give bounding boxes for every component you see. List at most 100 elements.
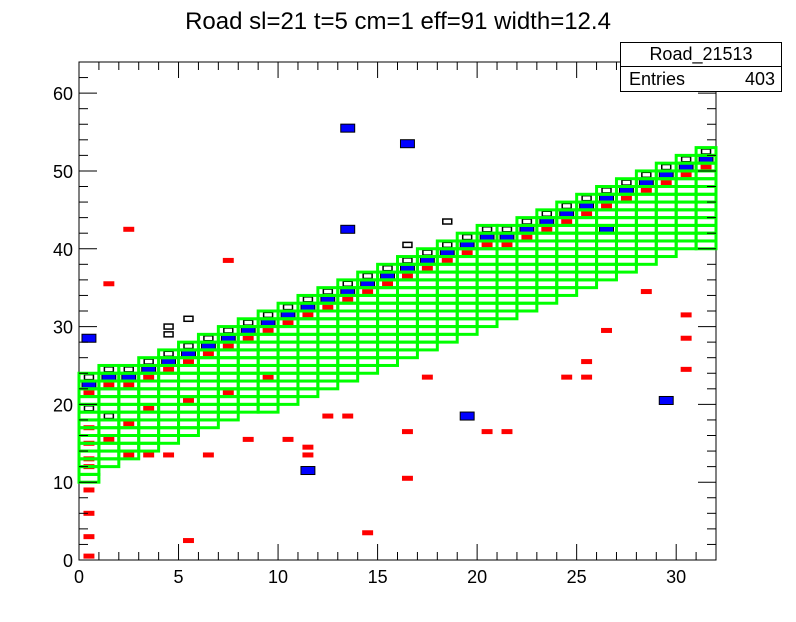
black-hit-mark <box>601 187 612 194</box>
red-hit-mark <box>202 351 214 357</box>
stats-entries-value: 403 <box>744 69 775 89</box>
black-hit-mark <box>203 334 214 342</box>
stats-box: Road_21513 Entries 403 <box>620 42 782 92</box>
x-tick-label: 25 <box>567 567 587 587</box>
black-hit-mark <box>362 272 373 280</box>
red-hit-mark <box>561 219 573 225</box>
blue-hit-mark <box>81 333 97 343</box>
red-hit-mark <box>421 265 433 271</box>
red-hit-mark <box>83 510 95 516</box>
red-hit-mark <box>581 211 593 217</box>
red-hit-mark <box>103 281 115 287</box>
blue-hit-mark <box>399 139 415 149</box>
red-hit-mark <box>601 203 612 209</box>
red-hit-mark <box>143 374 155 380</box>
red-hit-mark <box>680 172 692 178</box>
red-hit-mark <box>123 452 135 458</box>
black-hit-mark <box>103 412 115 420</box>
red-hit-mark <box>83 553 95 559</box>
black-hit-mark <box>83 405 95 412</box>
y-tick-label: 0 <box>63 551 73 571</box>
red-hit-mark <box>282 436 294 442</box>
red-hit-mark <box>202 452 214 458</box>
blue-hit-mark <box>300 466 316 476</box>
red-hit-mark <box>103 436 115 442</box>
red-hit-mark <box>581 359 593 365</box>
black-hit-mark <box>422 249 433 256</box>
black-hit-mark <box>342 280 353 288</box>
chart-title: Road sl=21 t=5 cm=1 eff=91 width=12.4 <box>185 8 611 35</box>
road-cell <box>694 146 718 157</box>
red-hit-mark <box>183 359 194 365</box>
x-tick-label: 0 <box>74 567 84 587</box>
black-hit-mark <box>143 358 154 365</box>
red-hit-mark <box>123 226 135 232</box>
red-hit-mark <box>242 436 254 442</box>
blue-hit-mark <box>340 224 356 234</box>
black-hit-mark <box>481 226 493 233</box>
black-hit-mark <box>322 288 334 295</box>
red-hit-mark <box>680 312 692 318</box>
red-hit-mark <box>601 327 612 333</box>
red-hit-mark <box>680 366 692 372</box>
red-hit-mark <box>362 289 374 295</box>
red-hit-mark <box>222 257 234 263</box>
red-hit-mark <box>680 335 692 341</box>
red-hit-mark <box>421 374 433 380</box>
x-tick-label: 15 <box>368 567 388 587</box>
black-hit-mark <box>501 226 513 233</box>
red-hit-mark <box>123 421 135 427</box>
red-hit-mark <box>163 452 175 458</box>
red-hit-mark <box>401 429 413 435</box>
red-hit-mark <box>143 405 155 411</box>
black-hit-mark <box>262 311 274 319</box>
red-hit-mark <box>302 452 314 458</box>
red-hit-mark <box>143 452 155 458</box>
red-hit-mark <box>501 242 513 248</box>
red-hit-mark <box>501 429 513 435</box>
red-hit-mark <box>620 195 632 201</box>
red-hit-mark <box>103 382 115 388</box>
red-hit-mark <box>640 187 652 193</box>
blue-hit-mark <box>658 395 674 405</box>
red-hit-mark <box>302 444 314 450</box>
black-hit-mark <box>461 233 473 241</box>
red-hit-mark <box>521 234 533 240</box>
black-hit-mark <box>661 163 672 171</box>
red-hit-mark <box>322 413 334 419</box>
blue-hit-mark <box>340 123 356 133</box>
red-hit-mark <box>262 374 274 380</box>
y-tick-label: 60 <box>53 84 73 104</box>
black-hit-mark <box>83 373 95 381</box>
black-hit-mark <box>242 319 254 326</box>
black-hit-mark <box>103 366 115 373</box>
red-hit-mark <box>561 374 573 380</box>
red-hit-mark <box>163 366 175 372</box>
red-hit-mark <box>541 226 553 232</box>
red-hit-mark <box>183 397 194 403</box>
red-hit-mark <box>123 382 135 388</box>
black-hit-mark <box>402 241 413 249</box>
red-hit-mark <box>222 343 234 349</box>
black-hit-mark <box>641 171 652 179</box>
black-hit-mark <box>382 264 393 272</box>
black-hit-mark <box>402 257 413 264</box>
red-hit-mark <box>282 320 294 326</box>
x-tick-label: 10 <box>268 567 288 587</box>
red-hit-mark <box>481 429 493 435</box>
y-tick-label: 40 <box>53 240 73 260</box>
black-hit-mark <box>442 241 453 249</box>
black-hit-mark <box>282 303 294 311</box>
black-hit-mark <box>223 327 234 334</box>
black-hit-mark <box>163 323 174 330</box>
red-hit-mark <box>640 289 652 295</box>
red-hit-mark <box>342 296 354 302</box>
red-hit-mark <box>401 273 413 279</box>
red-hit-mark <box>581 374 593 380</box>
red-hit-mark <box>242 335 254 341</box>
red-hit-mark <box>461 250 473 256</box>
black-hit-mark <box>621 179 632 186</box>
black-hit-mark <box>700 148 712 155</box>
